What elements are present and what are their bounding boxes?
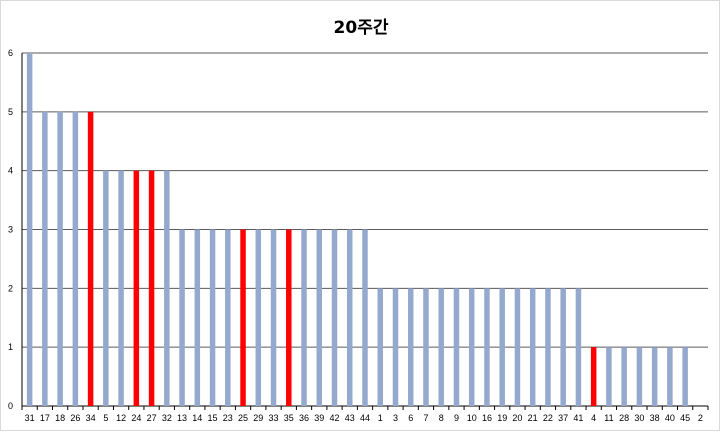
bar [423, 288, 429, 406]
x-tick-label: 10 [467, 413, 477, 423]
bar [42, 111, 48, 406]
bar-highlighted [286, 229, 292, 406]
bar [514, 288, 521, 406]
x-tick-label: 32 [162, 413, 172, 423]
y-tick-label: 6 [8, 48, 13, 58]
bar [255, 229, 262, 406]
x-tick-label: 27 [147, 413, 157, 423]
bar [667, 347, 673, 406]
bar [545, 288, 551, 406]
bar [179, 229, 185, 406]
x-tick-label: 39 [314, 413, 324, 423]
x-tick-label: 1 [378, 413, 383, 423]
bar [407, 288, 414, 406]
x-tick-label: 13 [177, 413, 187, 423]
bar [209, 229, 216, 406]
x-tick-label: 24 [131, 413, 141, 423]
x-tick-label: 25 [238, 413, 248, 423]
x-tick-label: 4 [591, 413, 596, 423]
bar-highlighted [87, 111, 94, 406]
x-tick-label: 35 [284, 413, 294, 423]
bar [468, 288, 475, 406]
y-tick-label: 1 [8, 342, 13, 352]
bar [26, 53, 33, 406]
bar [362, 229, 368, 406]
chart-title: 20주간 [333, 18, 389, 38]
x-tick-label: 5 [103, 413, 108, 423]
y-tick-label: 3 [8, 225, 13, 235]
x-tick-label: 6 [408, 413, 413, 423]
x-tick-label: 23 [223, 413, 233, 423]
bar [377, 288, 383, 406]
bar-highlighted [240, 229, 246, 406]
x-tick-label: 3 [393, 413, 398, 423]
bar [72, 111, 79, 406]
bar [529, 288, 536, 406]
bar [331, 229, 338, 406]
bar [316, 229, 323, 406]
x-tick-label: 41 [573, 413, 583, 423]
bar [225, 229, 231, 406]
y-tick-label: 5 [8, 107, 13, 117]
bar [438, 288, 444, 406]
bar [57, 111, 63, 406]
x-tick-label: 30 [634, 413, 644, 423]
bar [682, 347, 688, 406]
x-tick-label: 42 [330, 413, 340, 423]
x-tick-label: 37 [558, 413, 568, 423]
x-tick-label: 36 [299, 413, 309, 423]
bar [347, 229, 353, 406]
bar [453, 288, 460, 406]
bar [103, 170, 109, 406]
x-tick-label: 17 [40, 413, 50, 423]
bar [560, 288, 566, 406]
x-tick-label: 44 [360, 413, 370, 423]
bar [575, 288, 582, 406]
x-tick-label: 31 [25, 413, 35, 423]
y-tick-label: 0 [8, 401, 13, 411]
x-tick-label: 20 [512, 413, 522, 423]
x-tick-label: 12 [116, 413, 126, 423]
x-tick-label: 29 [253, 413, 263, 423]
x-tick-label: 2 [698, 413, 703, 423]
x-tick-label: 9 [454, 413, 459, 423]
x-tick-label: 8 [439, 413, 444, 423]
y-tick-label: 2 [8, 283, 13, 293]
x-tick-label: 21 [528, 413, 538, 423]
x-tick-label: 11 [604, 413, 613, 423]
x-tick-label: 40 [665, 413, 675, 423]
bar [651, 347, 658, 406]
bar-highlighted [148, 170, 155, 406]
bar [164, 170, 170, 406]
x-tick-label: 18 [55, 413, 65, 423]
bar [301, 229, 307, 406]
bar-highlighted [590, 347, 597, 406]
bar [499, 288, 505, 406]
x-tick-label: 14 [192, 413, 202, 423]
x-tick-label: 7 [423, 413, 428, 423]
x-tick-label: 22 [543, 413, 553, 423]
bar [392, 288, 399, 406]
x-tick-label: 26 [70, 413, 80, 423]
x-tick-label: 15 [208, 413, 218, 423]
y-tick-label: 4 [8, 166, 13, 176]
bar-highlighted [133, 170, 140, 406]
bar [118, 170, 124, 406]
x-tick-label: 43 [345, 413, 355, 423]
bar [606, 347, 612, 406]
x-tick-label: 45 [680, 413, 690, 423]
x-tick-label: 19 [497, 413, 507, 423]
x-tick-label: 33 [269, 413, 279, 423]
bar [621, 347, 627, 406]
x-tick-label: 16 [482, 413, 492, 423]
bar [270, 229, 277, 406]
bar [484, 288, 490, 406]
x-tick-label: 38 [650, 413, 660, 423]
bar [194, 229, 201, 406]
bar [636, 347, 643, 406]
x-tick-label: 28 [619, 413, 629, 423]
x-tick-label: 34 [86, 413, 96, 423]
